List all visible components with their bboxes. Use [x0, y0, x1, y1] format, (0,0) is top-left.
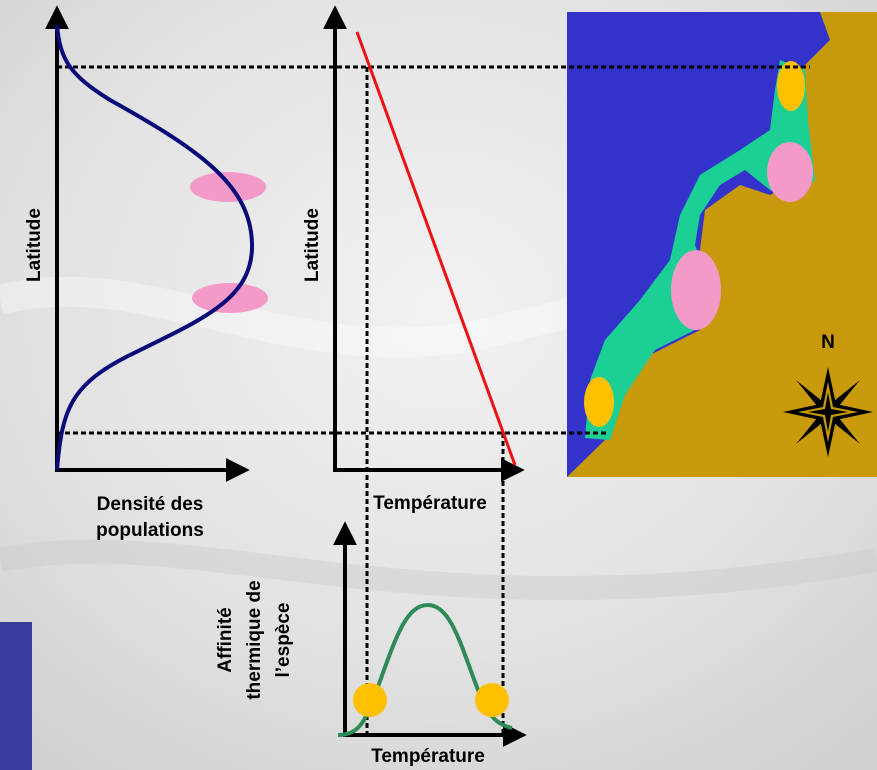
diagram: N Latitude Densité des populations Latit… — [0, 0, 877, 770]
y-axis-label: Latitude — [24, 208, 45, 282]
x-axis-label: Température — [373, 493, 487, 514]
affinity-point — [475, 683, 509, 717]
x-axis-label: Densité des — [97, 494, 204, 515]
density-peak — [190, 172, 266, 202]
map: N — [567, 12, 877, 477]
y-axis-label: thermique de — [244, 580, 265, 699]
y-axis-label: Latitude — [302, 208, 323, 282]
x-axis-label: populations — [96, 520, 204, 541]
compass-label: N — [821, 332, 835, 353]
y-axis-label: l’espèce — [273, 603, 294, 678]
side-bar — [0, 622, 32, 770]
y-axis-label: Affinité — [215, 607, 236, 672]
population-core — [767, 142, 813, 202]
population-core — [671, 250, 721, 330]
affinity-point — [353, 683, 387, 717]
compass-rose — [783, 367, 873, 457]
x-axis-label: Température — [371, 746, 485, 767]
population-edge — [584, 377, 614, 427]
